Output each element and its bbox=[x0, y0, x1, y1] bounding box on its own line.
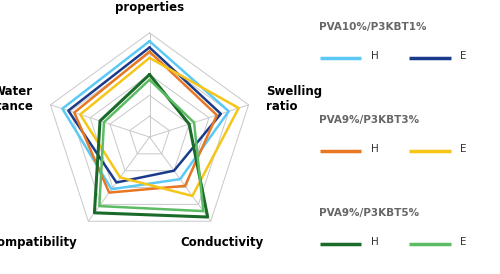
Text: E: E bbox=[460, 144, 466, 154]
Text: Conductivity: Conductivity bbox=[180, 236, 264, 249]
Text: Swelling
ratio: Swelling ratio bbox=[266, 85, 322, 113]
Text: Mechanical
properties: Mechanical properties bbox=[112, 0, 187, 14]
Text: E: E bbox=[460, 238, 466, 247]
Text: E: E bbox=[460, 51, 466, 61]
Text: PVA9%/P3KBT5%: PVA9%/P3KBT5% bbox=[320, 208, 420, 218]
Text: Water
resistance: Water resistance bbox=[0, 85, 32, 113]
Text: PVA10%/P3KBT1%: PVA10%/P3KBT1% bbox=[320, 22, 427, 32]
Text: Biocompatibility: Biocompatibility bbox=[0, 236, 78, 249]
Text: PVA9%/P3KBT3%: PVA9%/P3KBT3% bbox=[320, 115, 420, 125]
Text: H: H bbox=[371, 238, 378, 247]
Text: H: H bbox=[371, 51, 378, 61]
Text: H: H bbox=[371, 144, 378, 154]
